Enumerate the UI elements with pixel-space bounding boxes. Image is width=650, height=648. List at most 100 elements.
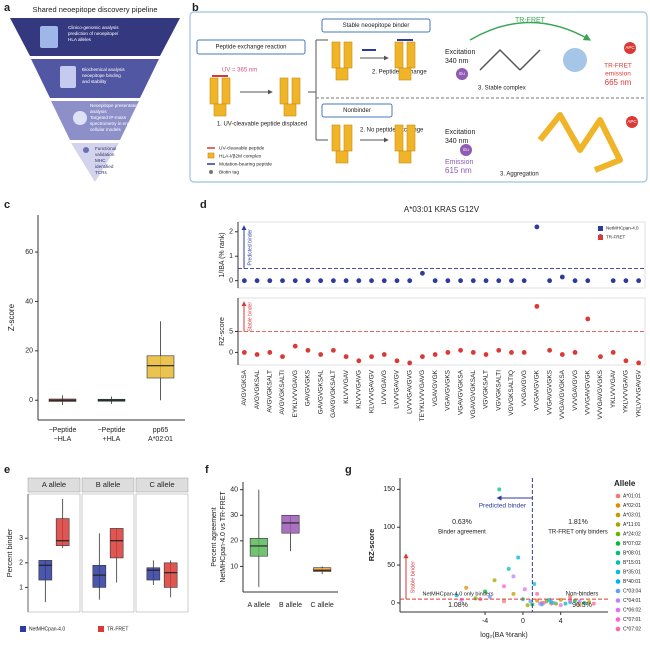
point [582, 600, 587, 605]
legend-text: B*40:01 [623, 579, 641, 585]
y-tick-label: 150 [383, 486, 395, 493]
annotation: TR-FRET only binders [548, 530, 608, 536]
annotation: Non-binders [566, 592, 599, 598]
point [541, 600, 546, 605]
tier-text: Biochemical analysis [82, 67, 125, 72]
y-tick-label: 10 [230, 563, 238, 570]
tier-text: neoepitope binding [82, 73, 121, 78]
y-tick-label: 2 [19, 560, 23, 567]
panel-label: g [345, 464, 352, 476]
x-tick-label: AVGVGKSAL [254, 370, 261, 410]
eu [460, 144, 472, 156]
y-axis-label: Percent agreement [211, 507, 218, 567]
dot [547, 278, 553, 284]
legend-text: NetMHCpan-4.0 [29, 626, 65, 632]
dot [623, 358, 629, 364]
x-tick-label: VGAVGVGKSA [457, 369, 464, 415]
x-tick-label: −HLA [54, 436, 72, 443]
y-axis-label: RZ-score [367, 529, 376, 562]
panel-label: b [192, 2, 199, 14]
box [249, 537, 268, 557]
dot [318, 352, 324, 357]
x-tick-label: C allele [310, 602, 333, 609]
dot [585, 278, 591, 284]
y-tick-label: 0 [391, 600, 395, 607]
threshold-label: Predicted binder [247, 229, 253, 266]
panel-label: d [200, 199, 207, 211]
branch [308, 39, 328, 141]
box [321, 18, 431, 33]
tier-text: cellular models [90, 127, 121, 132]
x-tick-label: VGVGKSALT [483, 370, 490, 409]
legend-text: C*03:04 [623, 588, 641, 594]
tier-text: analysis [90, 109, 107, 114]
x-tick-label: VGVGKSALTI [495, 370, 502, 411]
x-tick-label: VVGAVGVGK [534, 369, 541, 410]
panel-label: a [4, 2, 11, 14]
point [483, 589, 488, 594]
x-tick-label: +HLA [103, 436, 121, 443]
label: Stable neoepitope binder [343, 23, 410, 29]
point [551, 600, 556, 605]
dot [241, 278, 247, 284]
x-tick-label: VVGAVGVG [521, 370, 528, 406]
dot [572, 278, 578, 284]
legend-key [615, 617, 621, 622]
y-tick-label: 100 [383, 524, 395, 531]
dot [483, 352, 489, 357]
box [321, 103, 393, 118]
x-tick-label: GAVGVGKSAL [317, 370, 324, 415]
dot [636, 360, 642, 366]
dot [356, 358, 362, 364]
x-tick-label: YKLVVVGAVGV [635, 369, 642, 417]
legend-key [20, 626, 26, 632]
x-tick-label: KLVVVGAV [343, 369, 350, 403]
dot [241, 350, 247, 355]
antibody [479, 48, 541, 71]
annotation: Stable binder [410, 561, 416, 594]
y-tick-label: 0 [29, 397, 33, 404]
dot [496, 278, 502, 284]
label: Excitation [445, 129, 475, 136]
tier-text: Functional [95, 146, 116, 151]
box [281, 514, 300, 534]
label: Peptide exchange reaction [215, 45, 286, 51]
hla [213, 103, 227, 117]
y-tick-label: 1 [229, 253, 233, 260]
annotation: 96.5% [572, 602, 592, 609]
x-tick-label: −Peptide [49, 427, 77, 434]
dot [305, 278, 311, 284]
label: 615 nm [445, 166, 472, 175]
hla [398, 150, 412, 164]
point [532, 581, 537, 586]
y-tick-label: 2 [229, 229, 233, 236]
legend-text: Mutation-bearing peptide [219, 161, 272, 167]
box [146, 567, 161, 581]
legend-text: A*02:01 [623, 503, 641, 509]
dot [292, 278, 298, 284]
box [109, 528, 124, 559]
point [511, 574, 516, 579]
dot [369, 354, 374, 360]
x-tick-label: 4 [559, 618, 563, 625]
legend-key [615, 512, 621, 518]
dot [534, 303, 540, 309]
hla [331, 124, 341, 152]
point [577, 599, 582, 604]
tier-text: Neoepitope presentation [90, 103, 141, 108]
box [55, 518, 70, 546]
facet-title: B allele [96, 480, 121, 489]
y-tick-label: 0 [229, 349, 233, 356]
x-tick-label: AVGVGKSALTI [279, 370, 286, 415]
dot [407, 278, 413, 284]
x-tick-label: VVGAVGVGKSA [559, 369, 566, 419]
point [568, 594, 573, 599]
label: APC [627, 119, 637, 124]
tier-text: prediction of neoepitope/ [68, 31, 119, 36]
dot [509, 278, 514, 284]
tier-text: Targeted IP-mass [90, 115, 127, 120]
dot [610, 350, 616, 355]
dot [636, 278, 642, 284]
facet-panel [135, 493, 189, 613]
legend-text: A*01:01 [623, 493, 641, 499]
